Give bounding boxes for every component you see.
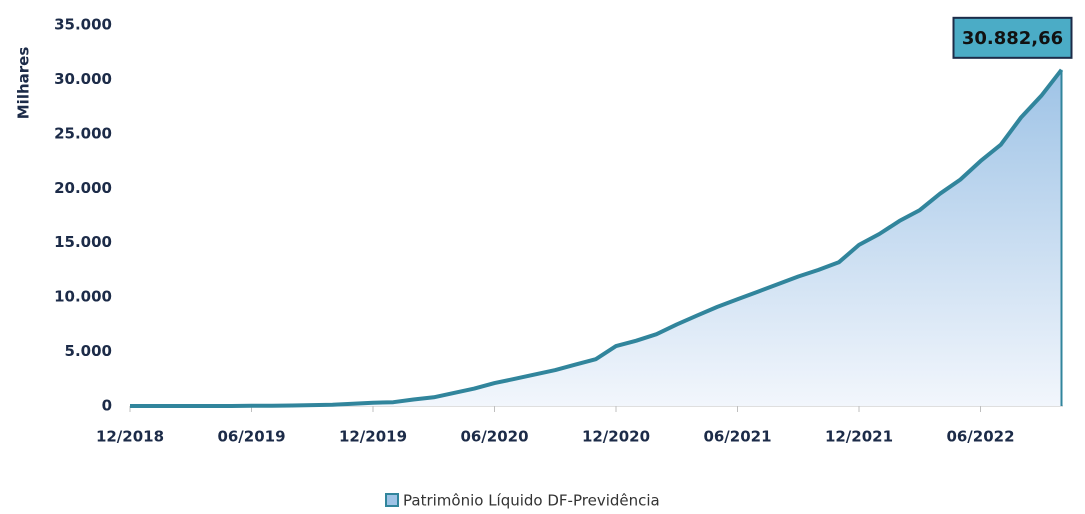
x-tick-label: 12/2021: [825, 428, 893, 446]
y-tick-label: 35.000: [54, 16, 112, 34]
value-label: 30.882,66: [962, 28, 1063, 49]
y-tick-label: 15.000: [54, 233, 112, 251]
y-tick-label: 30.000: [54, 70, 112, 88]
y-tick-label: 25.000: [54, 124, 112, 142]
x-tick-label: 06/2022: [946, 428, 1014, 446]
x-tick-label: 12/2020: [582, 428, 650, 446]
value-annotation: 30.882,66: [952, 16, 1073, 59]
x-tick-label: 12/2018: [96, 428, 164, 446]
line: [130, 68, 1064, 408]
legend-label: Patrimônio Líquido DF-Previdência: [403, 492, 660, 510]
x-tick-label: 06/2021: [703, 428, 771, 446]
area: [130, 69, 1062, 407]
y-tick-label: 10.000: [54, 288, 112, 306]
x-tick-label: 12/2019: [339, 428, 407, 446]
y-tick-label: 20.000: [54, 179, 112, 197]
x-tick-label: 06/2020: [460, 428, 528, 446]
y-tick-label: 5.000: [65, 342, 112, 360]
annotation-box: [952, 16, 1073, 59]
y-tick-label: 0: [102, 397, 112, 415]
legend-swatch: [385, 493, 399, 507]
legend: Patrimônio Líquido DF-Previdência: [385, 492, 660, 510]
y-axis-title: Milhares: [15, 47, 33, 120]
x-tick-label: 06/2019: [217, 428, 285, 446]
